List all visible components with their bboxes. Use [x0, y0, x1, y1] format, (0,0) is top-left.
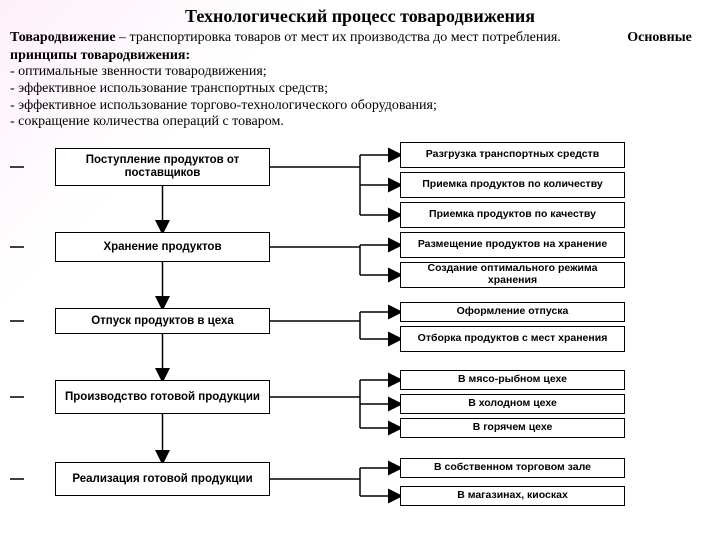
principle-item: - эффективное использование торгово-техн… [10, 98, 710, 115]
detail-box: В горячем цехе [400, 418, 625, 438]
page-title: Технологический процесс товародвижения [0, 0, 720, 27]
detail-box: В собственном торговом зале [400, 458, 625, 478]
stage-box: Производство готовой продукции [55, 380, 270, 414]
stage-box: Реализация готовой продукции [55, 462, 270, 496]
detail-box: В холодном цехе [400, 394, 625, 414]
intro-paragraph: Товародвижение – транспортировка товаров… [0, 27, 720, 64]
principle-item: - оптимальные звенности товародвижения; [10, 64, 710, 81]
detail-box: Разгрузка транспортных средств [400, 142, 625, 168]
intro-term: Товародвижение [10, 30, 116, 45]
detail-box: В магазинах, киосках [400, 486, 625, 506]
page-root: Технологический процесс товародвижения Т… [0, 0, 720, 540]
stage-box: Поступление продуктов от поставщиков [55, 148, 270, 186]
stage-box: Хранение продуктов [55, 232, 270, 262]
detail-box: В мясо-рыбном цехе [400, 370, 625, 390]
detail-box: Отборка продуктов с мест хранения [400, 326, 625, 352]
principle-item: - сокращение количества операций с товар… [10, 114, 710, 131]
detail-box: Приемка продуктов по количеству [400, 172, 625, 198]
detail-box: Создание оптимального режима хранения [400, 262, 625, 288]
principle-item: - эффективное использование транспортных… [10, 81, 710, 98]
principles-list: - оптимальные звенности товародвижения; … [0, 64, 720, 133]
detail-box: Размещение продуктов на хранение [400, 232, 625, 258]
stage-box: Отпуск продуктов в цеха [55, 308, 270, 334]
detail-box: Оформление отпуска [400, 302, 625, 322]
flowchart-diagram: Поступление продуктов от поставщиков Хран… [0, 142, 720, 540]
intro-definition: – транспортировка товаров от мест их про… [116, 30, 561, 45]
detail-box: Приемка продуктов по качеству [400, 202, 625, 228]
